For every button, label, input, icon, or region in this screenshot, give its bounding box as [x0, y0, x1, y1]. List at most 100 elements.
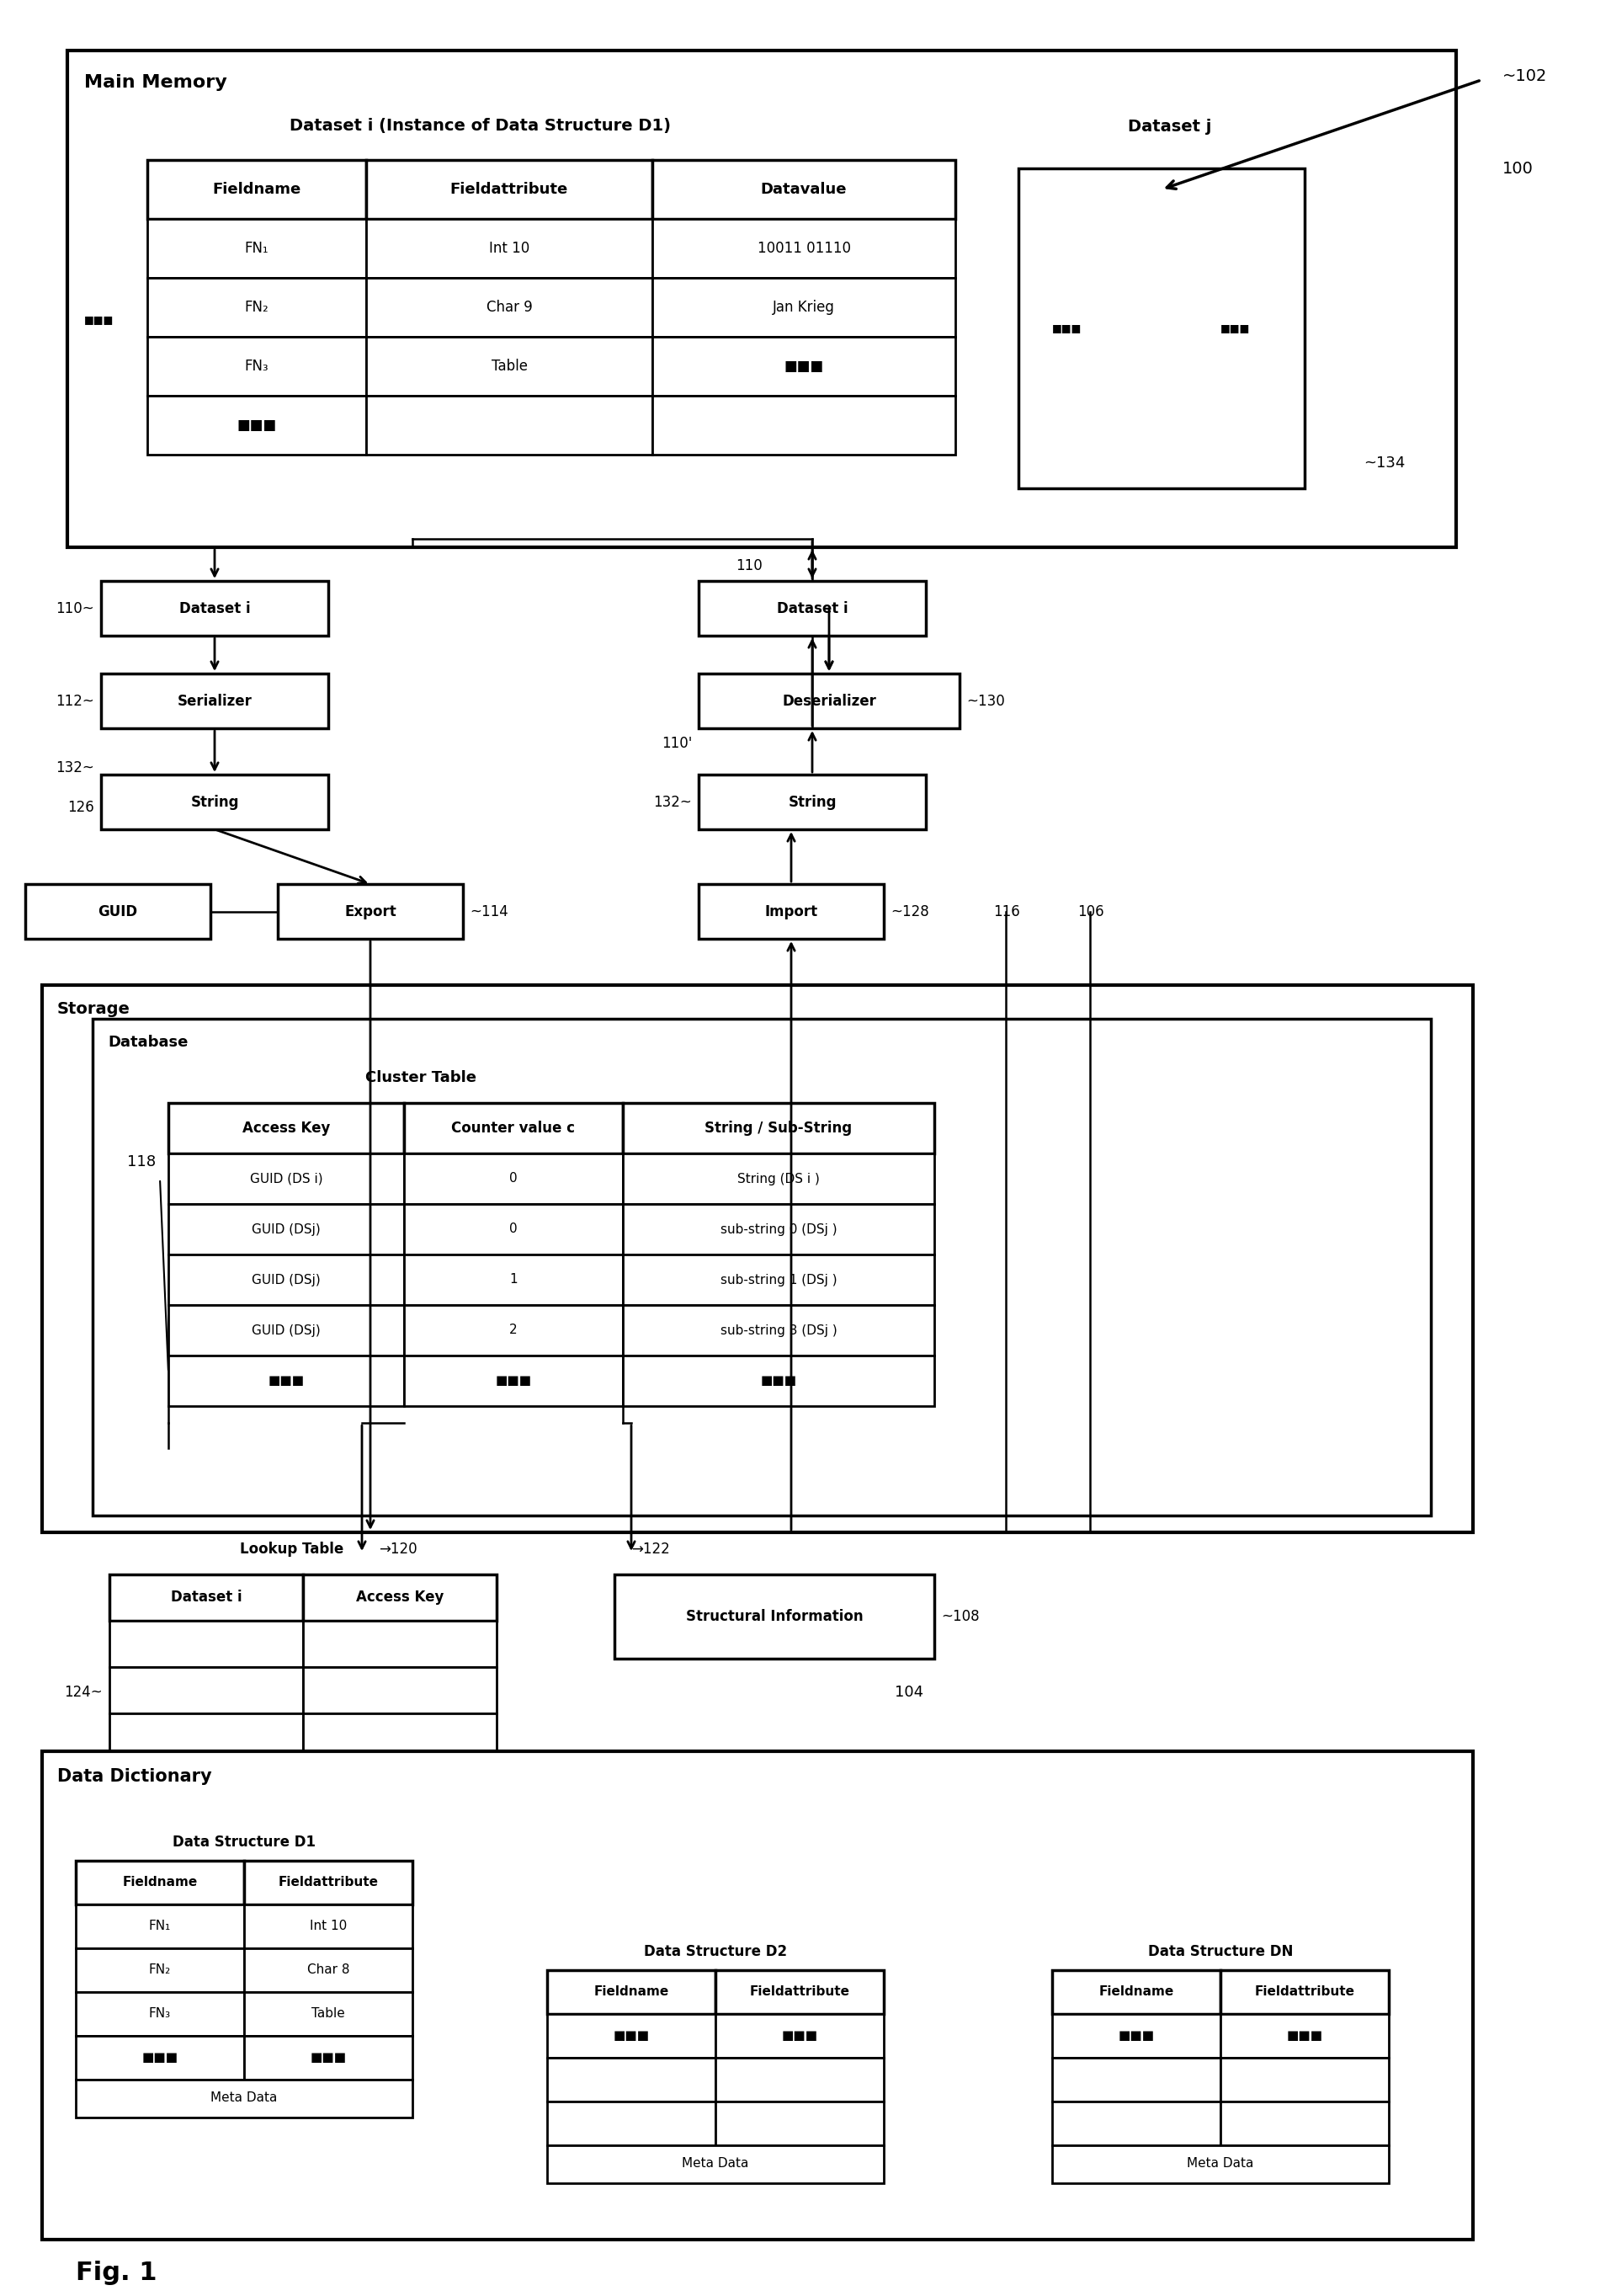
Bar [168, 1203, 404, 1254]
Text: 1: 1 [509, 1274, 517, 1286]
Bar [168, 1102, 404, 1153]
Bar [76, 1993, 243, 2037]
Bar [404, 1254, 622, 1304]
Text: FN₃: FN₃ [148, 2007, 171, 2020]
Text: ~114: ~114 [469, 905, 507, 918]
Bar [652, 338, 955, 395]
Text: 124~: 124~ [64, 1685, 103, 1699]
Bar [622, 1153, 934, 1203]
Bar [404, 1203, 622, 1254]
Bar [110, 1667, 303, 1713]
Bar [622, 1355, 934, 1405]
Bar [243, 1903, 412, 1949]
Text: String: String [190, 794, 238, 810]
Bar [715, 1970, 883, 2014]
Text: 0: 0 [509, 1224, 517, 1235]
Text: FN₃: FN₃ [245, 358, 269, 374]
Bar [404, 1153, 622, 1203]
Text: FN₂: FN₂ [245, 301, 269, 315]
Text: Jan Krieg: Jan Krieg [772, 301, 834, 315]
Bar [546, 2014, 715, 2057]
Text: →120: →120 [379, 1541, 417, 1557]
Text: Fieldattribute: Fieldattribute [279, 1876, 379, 1890]
Text: ■■■: ■■■ [84, 315, 114, 326]
Text: Dataset i: Dataset i [171, 1591, 242, 1605]
Bar [168, 1304, 404, 1355]
Text: GUID (DSj): GUID (DSj) [251, 1325, 321, 1336]
Text: →122: →122 [632, 1541, 670, 1557]
Text: ~128: ~128 [889, 905, 928, 918]
Bar [698, 673, 959, 728]
Text: ~130: ~130 [965, 693, 1004, 709]
Text: 110~: 110~ [56, 602, 93, 615]
Text: Char 8: Char 8 [306, 1963, 350, 1977]
Text: Export: Export [345, 905, 396, 918]
Text: 126: 126 [68, 799, 93, 815]
Bar [715, 2057, 883, 2101]
Bar [1052, 2144, 1389, 2183]
Bar [652, 218, 955, 278]
Text: ~102: ~102 [1501, 69, 1547, 83]
Text: GUID: GUID [98, 905, 137, 918]
Bar [101, 774, 329, 829]
Text: Int 10: Int 10 [309, 1919, 346, 1933]
Bar [277, 884, 462, 939]
Bar [715, 2101, 883, 2144]
Bar [715, 2014, 883, 2057]
Text: Table: Table [491, 358, 527, 374]
Bar [1052, 1970, 1220, 2014]
Text: Fieldattribute: Fieldattribute [449, 181, 569, 197]
Text: ~134: ~134 [1363, 455, 1405, 471]
Bar [404, 1355, 622, 1405]
Bar [76, 1949, 243, 1993]
Text: 0: 0 [509, 1173, 517, 1185]
Text: 104: 104 [894, 1685, 923, 1699]
Text: ■■■: ■■■ [760, 1375, 796, 1387]
Bar [303, 1713, 496, 1759]
Bar [366, 395, 652, 455]
Text: Data Structure D2: Data Structure D2 [643, 1945, 786, 1958]
Text: GUID (DS i): GUID (DS i) [250, 1173, 322, 1185]
Text: Dataset i: Dataset i [777, 602, 847, 615]
Text: FN₁: FN₁ [148, 1919, 171, 1933]
Bar [76, 1903, 243, 1949]
Bar [110, 1575, 303, 1621]
Bar [303, 1667, 496, 1713]
Text: Storage: Storage [58, 1001, 130, 1017]
Bar [366, 278, 652, 338]
Text: Deserializer: Deserializer [781, 693, 876, 709]
Text: sub-string 1 (DSj ): sub-string 1 (DSj ) [720, 1274, 836, 1286]
Bar [243, 1949, 412, 1993]
Bar [404, 1102, 622, 1153]
Text: Access Key: Access Key [242, 1120, 330, 1137]
Bar [622, 1102, 934, 1153]
Bar [243, 1860, 412, 1903]
Bar [652, 395, 955, 455]
Text: Fig. 1: Fig. 1 [76, 2262, 156, 2285]
Text: Counter value c: Counter value c [451, 1120, 575, 1137]
Bar [42, 1752, 1472, 2239]
Bar [303, 1575, 496, 1621]
Bar [147, 278, 366, 338]
Text: GUID (DSj): GUID (DSj) [251, 1274, 321, 1286]
Bar [1220, 2101, 1389, 2144]
Text: Import: Import [764, 905, 817, 918]
Text: Serializer: Serializer [177, 693, 251, 709]
Bar [76, 2080, 412, 2117]
Text: 2: 2 [509, 1325, 517, 1336]
Text: Data Dictionary: Data Dictionary [58, 1768, 211, 1784]
Bar [147, 338, 366, 395]
Text: Dataset i (Instance of Data Structure D1): Dataset i (Instance of Data Structure D1… [288, 119, 670, 133]
Text: Meta Data: Meta Data [211, 2092, 277, 2105]
Text: 132~: 132~ [56, 760, 93, 776]
Text: 10011 01110: 10011 01110 [757, 241, 851, 255]
Text: sub-string 3 (DSj ): sub-string 3 (DSj ) [720, 1325, 836, 1336]
Bar [101, 581, 329, 636]
Text: ■■■: ■■■ [783, 358, 823, 374]
Text: FN₂: FN₂ [148, 1963, 171, 1977]
Text: Fieldname: Fieldname [122, 1876, 198, 1890]
Text: ■■■: ■■■ [1286, 2030, 1323, 2041]
Bar [26, 884, 211, 939]
Bar [404, 1304, 622, 1355]
Text: Int 10: Int 10 [488, 241, 530, 255]
